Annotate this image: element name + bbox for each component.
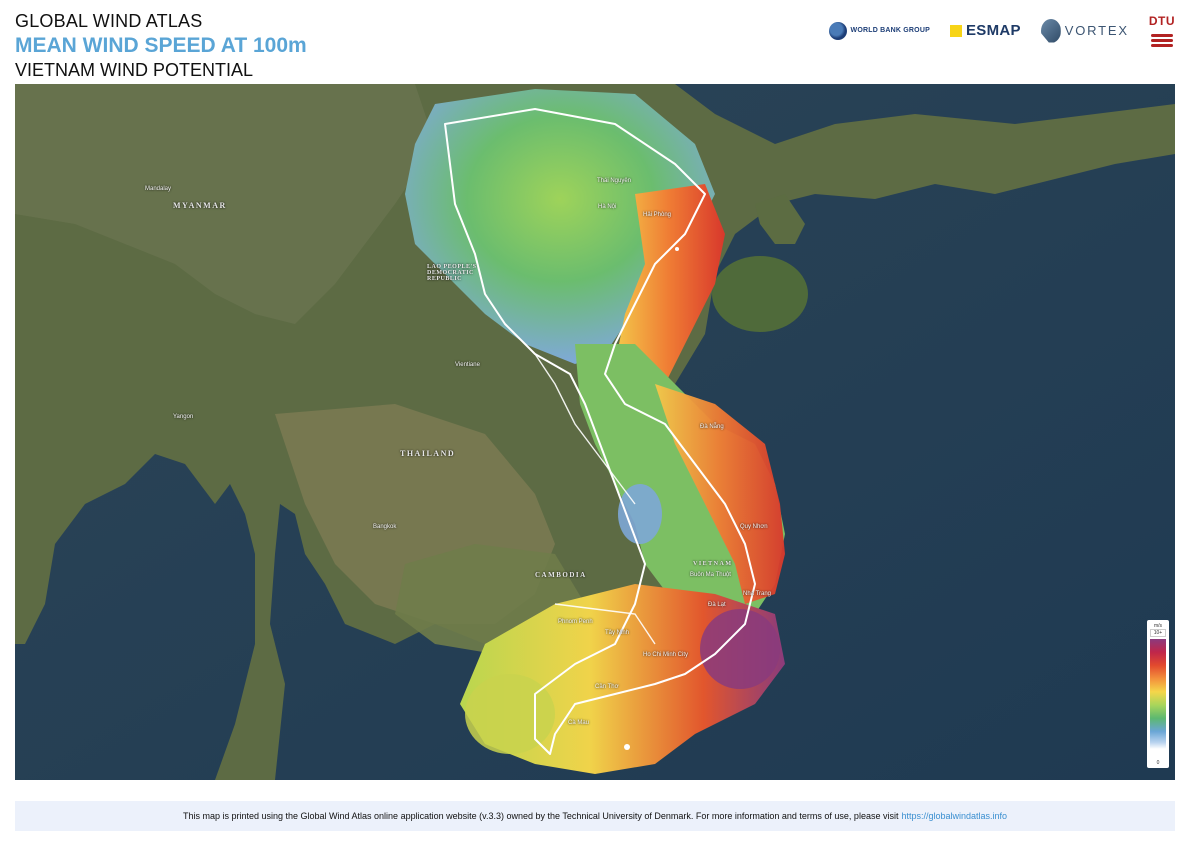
city-label-da-nang: Đà Nẵng bbox=[700, 424, 724, 430]
city-label-hanoi: Hà Nội bbox=[598, 204, 617, 210]
island-marker bbox=[675, 247, 679, 251]
dtu-waves-icon bbox=[1150, 34, 1173, 47]
city-label-thai-nguyen: Thái Nguyên bbox=[597, 178, 632, 184]
footer-text: This map is printed using the Global Win… bbox=[182, 811, 899, 821]
esmap-label: ESMAP bbox=[965, 22, 1021, 39]
wind-layer-central-coast bbox=[655, 384, 785, 604]
esmap-square-icon bbox=[949, 24, 962, 37]
hainan-island bbox=[712, 256, 808, 332]
laos-border bbox=[534, 353, 636, 505]
country-label-vietnam: VIETNAM bbox=[693, 561, 733, 567]
city-label-ho-chi-minh: Ho Chi Minh City bbox=[643, 652, 689, 658]
legend-min-value: 0 bbox=[1156, 760, 1160, 766]
city-label-hai-phong: Hải Phòng bbox=[643, 212, 672, 218]
island-marker bbox=[624, 744, 630, 750]
wind-layer-south-peak bbox=[700, 609, 780, 689]
atlas-title: GLOBAL WIND ATLAS bbox=[15, 11, 203, 31]
legend-color-scale bbox=[1150, 639, 1166, 749]
wind-layer-tonkin-coast bbox=[615, 184, 725, 394]
city-label-vientiane: Vientiane bbox=[455, 362, 480, 368]
city-label-can-tho: Cần Thơ bbox=[595, 684, 619, 690]
northern-highlands bbox=[15, 84, 435, 324]
legend-unit: m/s bbox=[1153, 623, 1163, 629]
cambodia-border bbox=[554, 603, 656, 645]
map-layer-title: MEAN WIND SPEED AT 100m bbox=[15, 34, 307, 57]
country-label-laos: LAO PEOPLE'S DEMOCRATIC REPUBLIC bbox=[427, 264, 477, 282]
city-label-ca-mau: Cà Mau bbox=[568, 720, 590, 726]
dtu-label: DTU bbox=[1148, 14, 1175, 28]
esmap-logo: ESMAP bbox=[949, 22, 1021, 39]
wind-speed-legend: m/s 10+ 0 bbox=[1147, 620, 1169, 768]
dtu-logo: DTU bbox=[1149, 14, 1175, 47]
city-label-qui-nhon: Quy Nhơn bbox=[740, 524, 768, 530]
city-label-buon-ma-thuot: Buôn Ma Thuột bbox=[690, 572, 731, 578]
country-label-myanmar: MYANMAR bbox=[173, 201, 227, 210]
region-title: VIETNAM WIND POTENTIAL bbox=[15, 60, 254, 80]
header-titles: GLOBAL WIND ATLAS MEAN WIND SPEED AT 100… bbox=[15, 10, 307, 81]
footer-link[interactable]: https://globalwindatlas.info bbox=[901, 811, 1008, 821]
vortex-swirl-icon bbox=[1040, 18, 1061, 43]
city-label-tay-ninh: Tây Ninh bbox=[605, 630, 630, 636]
wind-speed-map[interactable]: MYANMAR LAO PEOPLE'S DEMOCRATIC REPUBLIC… bbox=[15, 84, 1175, 780]
city-label-phnom-penh: Phnom Penh bbox=[558, 619, 593, 625]
vortex-logo: VORTEX bbox=[1040, 18, 1129, 43]
partner-logos: WORLD BANK GROUP ESMAP VORTEX DTU bbox=[828, 14, 1175, 47]
globe-icon bbox=[828, 21, 847, 40]
footer-notice: This map is printed using the Global Win… bbox=[15, 801, 1175, 831]
wind-layer-gulf-thailand bbox=[465, 674, 555, 754]
world-bank-label: WORLD BANK GROUP bbox=[850, 27, 930, 34]
legend-max-value: 10+ bbox=[1150, 629, 1166, 637]
vietnam-border bbox=[444, 108, 756, 755]
city-label-bangkok: Bangkok bbox=[373, 524, 397, 530]
city-label-yangon: Yangon bbox=[173, 414, 194, 420]
city-label-da-lat: Đà Lạt bbox=[708, 602, 726, 608]
city-label-mandalay: Mandalay bbox=[145, 186, 172, 192]
country-label-cambodia: CAMBODIA bbox=[535, 571, 587, 579]
leizhou-peninsula bbox=[755, 194, 805, 244]
world-bank-logo: WORLD BANK GROUP bbox=[828, 21, 930, 40]
vortex-label: VORTEX bbox=[1064, 23, 1129, 38]
city-label-nha-trang: Nha Trang bbox=[743, 591, 772, 597]
map-canvas bbox=[15, 84, 1175, 780]
wind-layer-highland-low bbox=[618, 484, 662, 544]
country-label-thailand: THAILAND bbox=[400, 449, 456, 458]
